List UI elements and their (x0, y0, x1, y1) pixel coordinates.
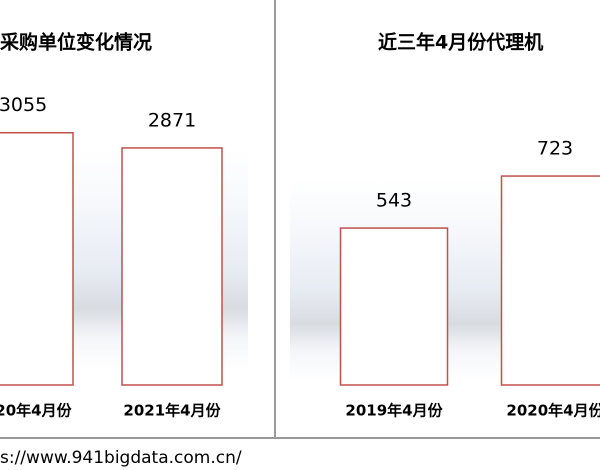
value-label: 723 (537, 138, 573, 160)
source-url: s://www.941bigdata.com.cn/ (0, 448, 242, 468)
value-label: 3055 (0, 94, 47, 116)
x-tick-label: 2020年4月份 (0, 402, 73, 420)
bar (339, 227, 449, 386)
chart-title: 近三年4月份代理机 (378, 31, 543, 54)
bar (121, 147, 223, 386)
bar (500, 175, 600, 386)
x-tick-label: 2021年4月份 (123, 402, 221, 420)
value-label: 2871 (148, 109, 196, 131)
bar (0, 131, 74, 386)
x-tick-label: 2020年4月份 (506, 402, 600, 420)
chart-title: 采购单位变化情况 (0, 31, 152, 54)
value-label: 543 (376, 190, 412, 212)
x-tick-label: 2019年4月份 (345, 402, 443, 420)
